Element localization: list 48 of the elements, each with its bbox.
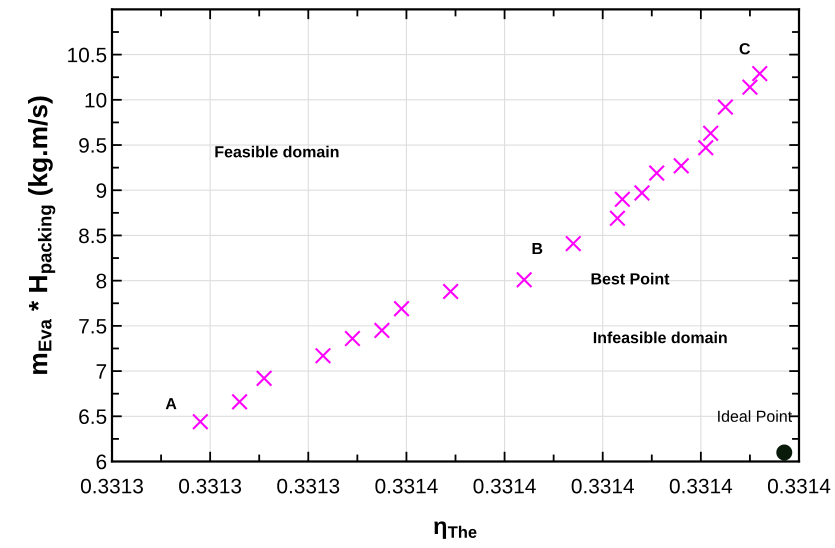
x-tick-label: 0.3313 (80, 478, 143, 494)
x-tick-label: 0.3314 (670, 478, 732, 494)
x-tick-label: 0.3314 (375, 478, 438, 494)
point (742, 78, 758, 96)
annotation: C (740, 43, 750, 54)
y-tick-label: 9.5 (79, 138, 106, 153)
annotation: Best Point (592, 272, 670, 284)
y-axis-title: m$_{Eva}$ * H$_{packing}$ (kg.m/s) (28, 96, 56, 374)
x-tick-label: 0.3314 (572, 478, 634, 494)
point (314, 347, 332, 364)
point (256, 370, 272, 387)
y-tick-label: 8 (96, 274, 106, 288)
point (192, 413, 209, 430)
x-tick-label: 0.3314 (768, 478, 830, 494)
point (648, 164, 666, 182)
point (344, 330, 361, 347)
point (516, 271, 533, 288)
annotation: A (166, 398, 176, 410)
point (564, 235, 582, 252)
y-tick-label: 10 (86, 92, 106, 108)
point (231, 393, 248, 410)
annotation: B (532, 243, 542, 254)
point (374, 322, 390, 339)
x-tick-label: 0.3313 (277, 478, 340, 494)
point (751, 65, 768, 82)
point (609, 210, 626, 227)
annotation: Ideal Point (718, 410, 792, 422)
y-tick-label: 7 (96, 364, 106, 379)
point (614, 190, 631, 208)
point (634, 184, 650, 202)
y-tick-label: 10.5 (68, 48, 106, 62)
point (672, 158, 690, 174)
y-tick-label: 7.5 (79, 319, 106, 334)
point (697, 139, 714, 156)
y-tick-label: 6 (96, 454, 106, 470)
x-tick-label: 0.3314 (474, 478, 536, 494)
point (702, 124, 719, 142)
point (393, 300, 410, 318)
point (717, 98, 734, 116)
y-tick-label: 6.5 (79, 409, 106, 424)
y-tick-label: 8.5 (79, 228, 106, 244)
x-axis-title: η$_{The}$ (434, 521, 477, 539)
annotation: Feasible domain (215, 146, 338, 158)
point (442, 283, 459, 300)
point (776, 444, 792, 460)
y-tick-label: 9 (96, 183, 106, 198)
x-tick-label: 0.3313 (179, 478, 242, 494)
annotation: Infeasible domain (594, 332, 727, 344)
